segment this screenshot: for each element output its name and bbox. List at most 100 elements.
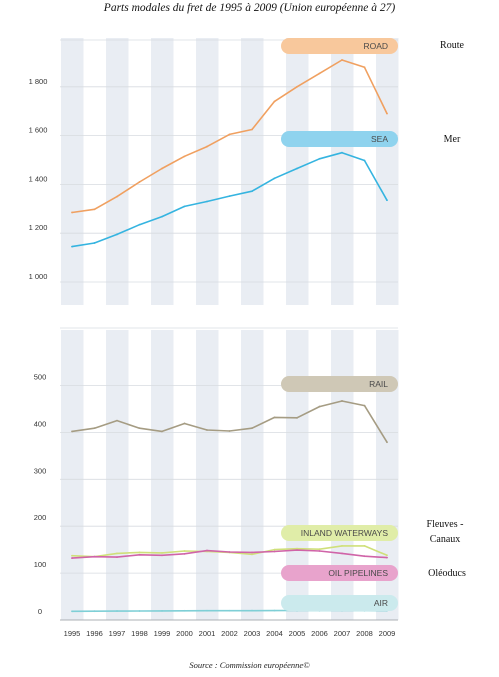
x-tick-label: 1997	[109, 629, 126, 638]
data-point	[93, 208, 96, 211]
data-point	[273, 548, 276, 551]
french-label-road: Route	[440, 40, 464, 51]
data-point	[71, 557, 73, 559]
x-tick-label: 2000	[176, 629, 193, 638]
data-point	[341, 59, 343, 61]
x-tick-label: 2003	[244, 629, 261, 638]
series-lines	[71, 59, 388, 613]
series-name-label: ROAD	[363, 41, 388, 51]
y-tick-label: 300	[34, 466, 47, 475]
data-point	[138, 551, 141, 554]
data-point	[318, 157, 321, 160]
data-point	[363, 555, 366, 558]
axis-break	[60, 305, 398, 330]
series-pill-rail: RAIL	[281, 376, 398, 392]
data-point	[116, 552, 118, 555]
data-point	[116, 419, 118, 422]
data-point	[93, 427, 96, 430]
data-point	[318, 72, 321, 75]
data-point	[71, 430, 73, 433]
y-tick-label: 1 400	[29, 174, 48, 183]
data-point	[161, 430, 163, 433]
data-point	[183, 422, 186, 425]
data-point	[296, 549, 298, 551]
data-point	[251, 128, 253, 131]
data-point	[386, 554, 388, 557]
french-label-oil-pipelines: Oléoducs	[428, 568, 466, 579]
year-band	[61, 38, 84, 305]
year-band	[376, 38, 399, 305]
x-tick-label: 1996	[86, 629, 103, 638]
y-tick-label: 1 600	[29, 126, 48, 135]
data-point	[93, 610, 96, 613]
data-point	[296, 85, 298, 88]
data-point	[206, 429, 208, 431]
chart-source: Source : Commission européenne©	[189, 660, 310, 670]
data-point	[161, 167, 163, 170]
data-point	[71, 554, 73, 557]
year-band	[331, 38, 354, 305]
data-point	[251, 427, 253, 430]
pill-background	[281, 376, 398, 392]
french-labels: Route Mer Fleuves -Canaux Oléoducs	[427, 40, 466, 579]
chart-title: Parts modales du fret de 1995 à 2009 (Un…	[103, 2, 396, 14]
y-tick-label: 1 000	[29, 272, 48, 281]
series-name-label: SEA	[371, 134, 388, 144]
x-tick-label: 2001	[199, 629, 216, 638]
data-point	[251, 609, 253, 612]
data-point	[206, 200, 208, 203]
pill-background	[281, 565, 398, 581]
series-name-label: RAIL	[369, 379, 388, 389]
data-point	[161, 609, 163, 612]
french-label-inland-waterways: Fleuves -Canaux	[427, 519, 464, 545]
data-point	[273, 416, 276, 419]
data-point	[138, 223, 141, 226]
data-point	[228, 195, 231, 198]
x-tick-label: 2008	[356, 629, 373, 638]
data-point	[318, 405, 321, 408]
data-point	[71, 610, 73, 613]
french-label-sea: Mer	[444, 134, 461, 145]
data-point	[341, 400, 343, 402]
data-point	[116, 233, 118, 236]
y-tick-label: 1 200	[29, 223, 48, 232]
data-point	[71, 245, 73, 248]
year-band	[106, 38, 129, 305]
pill-background	[281, 38, 398, 54]
data-point	[251, 551, 253, 554]
data-point	[161, 552, 163, 554]
series-name-label: INLAND WATERWAYS	[301, 528, 389, 538]
y-tick-label: 500	[34, 373, 47, 382]
year-band	[376, 330, 399, 620]
data-point	[318, 548, 321, 551]
data-point	[363, 159, 366, 162]
year-bands	[60, 38, 399, 620]
data-point	[206, 609, 208, 612]
data-point	[183, 609, 186, 612]
y-tick-label: 0	[38, 607, 42, 616]
data-point	[296, 167, 298, 170]
data-point	[228, 430, 231, 432]
data-point	[161, 215, 163, 218]
data-point	[386, 112, 388, 115]
year-band	[241, 330, 264, 620]
data-point	[341, 151, 343, 154]
x-tick-label: 1998	[131, 629, 148, 638]
data-point	[138, 181, 141, 183]
year-band	[61, 330, 84, 620]
pill-background	[281, 525, 398, 541]
pill-background	[281, 595, 398, 611]
data-point	[363, 66, 366, 69]
data-point	[363, 544, 366, 547]
data-point	[116, 610, 118, 612]
data-point	[183, 552, 186, 555]
data-point	[93, 555, 96, 558]
series-pill-inland-waterways: INLAND WATERWAYS	[281, 525, 398, 541]
x-tick-label: 1999	[154, 629, 171, 638]
y-tick-label: 100	[34, 560, 47, 569]
pill-background	[281, 131, 398, 147]
data-point	[296, 416, 298, 419]
year-band	[286, 330, 309, 620]
data-point	[273, 100, 276, 103]
